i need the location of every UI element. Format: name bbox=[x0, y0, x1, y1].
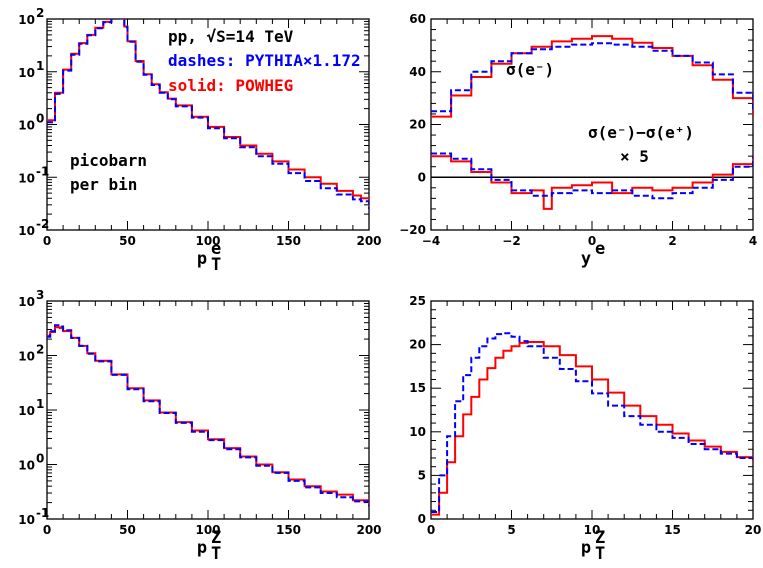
y-tick-exponent: 2 bbox=[36, 6, 44, 20]
x-tick-label: 150 bbox=[276, 234, 301, 248]
annotation-times-five: × 5 bbox=[620, 147, 649, 166]
x-tick-label: −2 bbox=[502, 234, 520, 248]
x-axis-label-superscript: e bbox=[211, 239, 221, 259]
y-tick-label: 10 bbox=[18, 13, 35, 27]
x-tick-label: 2 bbox=[668, 234, 676, 248]
plot-frame bbox=[430, 300, 754, 520]
x-tick-label: 15 bbox=[664, 523, 681, 537]
x-axis-label: p bbox=[197, 249, 207, 269]
x-tick-label: 4 bbox=[749, 234, 757, 248]
y-tick-label: 25 bbox=[409, 294, 426, 308]
y-tick-label: 60 bbox=[409, 12, 426, 26]
pythia-series-line bbox=[431, 152, 753, 200]
annotation-unit-2: per bin bbox=[70, 175, 137, 194]
x-axis-label-superscript: Z bbox=[211, 528, 221, 548]
pythia-series-line bbox=[47, 19, 369, 209]
powheg-series-line bbox=[431, 155, 753, 210]
x-axis-label: y bbox=[581, 249, 591, 269]
x-axis-label: p bbox=[581, 538, 591, 558]
annotation-unit-1: picobarn bbox=[70, 151, 147, 170]
annotation-sigma-difference: σ(e⁻)−σ(e⁺) bbox=[588, 123, 694, 142]
y-tick-label: 10 bbox=[18, 171, 35, 185]
y-tick-label: 20 bbox=[409, 118, 426, 132]
y-tick-exponent: -1 bbox=[36, 164, 49, 178]
x-tick-label: −4 bbox=[422, 234, 440, 248]
x-tick-label: 0 bbox=[43, 234, 51, 248]
x-tick-label: 100 bbox=[195, 234, 220, 248]
y-tick-label: 0 bbox=[418, 170, 426, 184]
x-axis-label-subscript: T bbox=[211, 544, 221, 564]
y-tick-label: 20 bbox=[409, 338, 426, 352]
y-tick-label: 15 bbox=[409, 381, 426, 395]
annotation-sigma-e-minus: σ(e⁻) bbox=[506, 60, 554, 79]
x-tick-label: 0 bbox=[427, 523, 435, 537]
x-tick-label: 200 bbox=[356, 234, 381, 248]
x-tick-label: 50 bbox=[119, 523, 136, 537]
y-tick-label: 5 bbox=[418, 468, 426, 482]
x-tick-label: 5 bbox=[507, 523, 515, 537]
y-tick-label: 10 bbox=[18, 350, 35, 364]
x-tick-label: 0 bbox=[588, 234, 596, 248]
y-tick-exponent: 3 bbox=[36, 288, 44, 302]
y-tick-exponent: 1 bbox=[36, 397, 44, 411]
powheg-series-line bbox=[47, 326, 369, 506]
y-tick-label: 10 bbox=[18, 404, 35, 418]
y-tick-exponent: 1 bbox=[36, 59, 44, 73]
annotation-process: pp, √S=14 TeV bbox=[168, 27, 294, 46]
x-tick-label: 20 bbox=[745, 523, 762, 537]
annotation-pythia-legend: dashes: PYTHIA×1.172 bbox=[168, 51, 361, 70]
y-tick-label: 0 bbox=[418, 512, 426, 526]
y-tick-label: 10 bbox=[18, 66, 35, 80]
y-tick-label: −20 bbox=[399, 223, 426, 237]
x-axis-label-superscript: Z bbox=[595, 528, 605, 548]
x-tick-label: 100 bbox=[195, 523, 220, 537]
y-tick-exponent: -2 bbox=[36, 217, 49, 231]
x-tick-label: 50 bbox=[119, 234, 136, 248]
pythia-series-line bbox=[431, 332, 753, 513]
x-tick-label: 150 bbox=[276, 523, 301, 537]
y-tick-label: 40 bbox=[409, 65, 426, 79]
panel-pt-z-linear: 0 5 10 15 20 0 5 10 15 20 25 p ZT bbox=[409, 294, 761, 564]
x-tick-label: 200 bbox=[356, 523, 381, 537]
y-tick-exponent: -1 bbox=[36, 506, 49, 520]
x-axis-label-subscript: T bbox=[595, 544, 605, 564]
y-tick-label: 10 bbox=[18, 513, 35, 527]
powheg-series-line bbox=[431, 341, 753, 516]
x-tick-label: 0 bbox=[43, 523, 51, 537]
y-tick-label: 10 bbox=[18, 295, 35, 309]
y-tick-label: 10 bbox=[18, 459, 35, 473]
powheg-series-line bbox=[431, 35, 753, 118]
pythia-series-line bbox=[431, 42, 753, 113]
pythia-series-line bbox=[47, 324, 369, 507]
y-tick-exponent: 2 bbox=[36, 343, 44, 357]
x-tick-label: 10 bbox=[584, 523, 601, 537]
y-tick-exponent: 0 bbox=[36, 112, 44, 126]
annotation-powheg-legend: solid: POWHEG bbox=[168, 76, 293, 95]
y-tick-exponent: 0 bbox=[36, 452, 44, 466]
y-tick-label: 10 bbox=[409, 425, 426, 439]
x-axis-label: p bbox=[197, 538, 207, 558]
y-tick-label: 10 bbox=[18, 224, 35, 238]
x-axis-label-superscript: e bbox=[595, 239, 605, 259]
y-tick-label: 10 bbox=[18, 119, 35, 133]
x-axis-label-subscript: T bbox=[211, 255, 221, 275]
